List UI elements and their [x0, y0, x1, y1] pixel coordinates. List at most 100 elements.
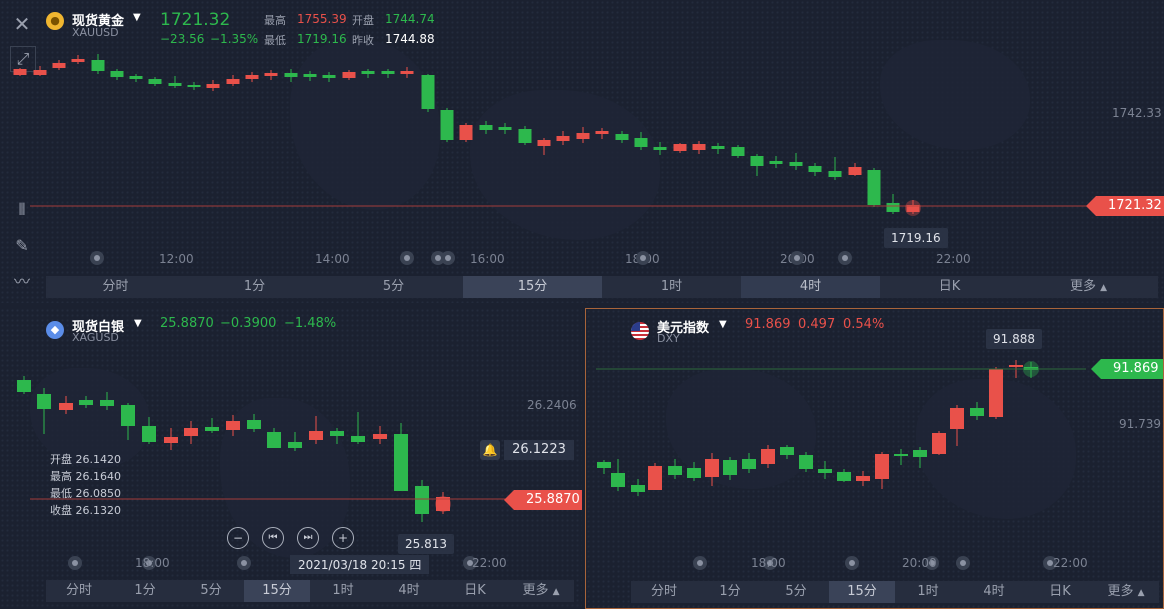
tab-timeframe-more[interactable]: 更多 ▲	[1093, 581, 1159, 603]
candle-body	[970, 408, 984, 416]
tab-timeframe-selected[interactable]: 15分	[829, 581, 895, 603]
candle-body	[742, 459, 756, 469]
dxy-candles[interactable]	[586, 309, 1163, 608]
tab-timeframe-selected[interactable]: 15分	[463, 276, 602, 298]
tab-timeframe[interactable]: 分时	[650, 584, 677, 599]
tab-timeframe[interactable]: 分时	[102, 279, 129, 294]
candle-body	[556, 136, 570, 141]
silver-candles[interactable]	[0, 308, 582, 609]
gold-high-label: 最高	[264, 14, 286, 27]
candle-body	[705, 459, 719, 477]
news-event-marker[interactable]	[463, 556, 477, 570]
news-event-marker[interactable]	[441, 251, 455, 265]
candle-body	[394, 434, 408, 491]
indicator-icon[interactable]: 〰	[13, 272, 30, 291]
candle-body	[129, 76, 143, 79]
zoom-in-icon[interactable]: +	[332, 527, 354, 549]
more-label: 更多	[1069, 279, 1096, 294]
silver-price: 25.8870	[160, 316, 214, 331]
dxy-time-tick: 18:00	[751, 556, 786, 570]
dxy-chart-panel: 美元指数 ▼ DXY 91.869 0.497 0.54% 91.888 91.…	[585, 308, 1164, 609]
news-event-marker[interactable]	[956, 556, 970, 570]
candle-body	[187, 85, 201, 87]
candle-body	[875, 454, 889, 479]
news-event-marker[interactable]	[68, 556, 82, 570]
news-event-marker[interactable]	[142, 556, 156, 570]
candle-body	[206, 84, 220, 88]
chevron-down-icon[interactable]: ▼	[133, 12, 141, 23]
silver-symbol-name[interactable]: 现货白银	[72, 320, 125, 335]
ohlc-value: 26.1640	[75, 470, 122, 483]
news-event-marker[interactable]	[763, 556, 777, 570]
candle-body	[309, 431, 323, 440]
pencil-draw-icon[interactable]: ✎	[15, 236, 29, 255]
tab-timeframe[interactable]: 日K	[938, 279, 961, 294]
candle-body	[856, 476, 870, 481]
tab-timeframe[interactable]: 4时	[398, 583, 420, 598]
step-forward-icon[interactable]: ⏭	[297, 527, 319, 549]
caret-up-icon: ▲	[1100, 283, 1108, 293]
news-event-marker[interactable]	[400, 251, 414, 265]
candle-body	[79, 400, 93, 405]
news-event-marker[interactable]	[693, 556, 707, 570]
gold-open: 1744.74	[385, 12, 435, 26]
ohlc-label: 收盘	[50, 504, 72, 517]
tab-timeframe[interactable]: 1时	[917, 584, 939, 599]
gold-low-tooltip: 1719.16	[884, 228, 948, 248]
zoom-out-icon[interactable]: −	[227, 527, 249, 549]
candle-body	[322, 75, 336, 78]
candle-body	[906, 205, 920, 212]
silver-alert-price[interactable]: 26.1223	[504, 440, 574, 460]
candlestick-type-icon[interactable]: ⫴	[18, 200, 26, 219]
tab-timeframe[interactable]: 5分	[382, 279, 405, 294]
news-event-marker[interactable]	[838, 251, 852, 265]
dxy-high-tooltip: 91.888	[986, 329, 1042, 349]
tab-timeframe[interactable]: 4时	[741, 276, 880, 298]
tab-timeframe-more[interactable]: 更多 ▲	[1019, 276, 1158, 298]
gold-time-tick: 12:00	[159, 252, 194, 266]
news-event-marker[interactable]	[1043, 556, 1057, 570]
chevron-down-icon[interactable]: ▼	[134, 318, 142, 329]
tab-timeframe[interactable]: 分时	[65, 583, 92, 598]
candle-body	[894, 454, 908, 456]
dxy-symbol-name[interactable]: 美元指数	[657, 321, 710, 336]
candle-body	[288, 442, 302, 448]
candle-body	[91, 60, 105, 71]
chevron-down-icon[interactable]: ▼	[719, 319, 727, 330]
gold-symbol-name[interactable]: 现货黄金	[72, 14, 125, 29]
tab-timeframe[interactable]: 4时	[983, 584, 1005, 599]
candle-body	[245, 75, 259, 79]
tab-timeframe[interactable]: 1分	[134, 583, 156, 598]
gold-open-label: 开盘	[352, 14, 374, 27]
ohlc-label: 开盘	[50, 453, 72, 466]
gold-time-tick: 16:00	[470, 252, 505, 266]
gold-change-pct: −1.35%	[210, 32, 259, 46]
tab-timeframe[interactable]: 1分	[243, 279, 266, 294]
tab-timeframe[interactable]: 1分	[719, 584, 741, 599]
step-back-icon[interactable]: ⏮	[262, 527, 284, 549]
map-continent	[290, 40, 440, 210]
news-event-marker[interactable]	[90, 251, 104, 265]
candle-body	[226, 421, 240, 430]
news-event-marker[interactable]	[636, 251, 650, 265]
news-event-marker[interactable]	[237, 556, 251, 570]
tab-timeframe[interactable]: 1时	[332, 583, 354, 598]
gold-candles[interactable]	[0, 0, 1164, 303]
news-event-marker[interactable]	[845, 556, 859, 570]
tab-timeframe[interactable]: 5分	[200, 583, 222, 598]
tab-timeframe-selected[interactable]: 15分	[244, 580, 310, 602]
bell-alert-icon[interactable]: 🔔	[480, 440, 500, 460]
tab-timeframe-more[interactable]: 更多 ▲	[508, 580, 574, 602]
dxy-change-pct: 0.54%	[843, 317, 885, 332]
silver-last-price-tag: 25.8870	[504, 490, 582, 510]
map-continent	[470, 90, 660, 240]
tab-timeframe[interactable]: 日K	[1049, 584, 1071, 599]
news-event-marker[interactable]	[925, 556, 939, 570]
gold-prev-close: 1744.88	[385, 32, 435, 46]
tab-timeframe[interactable]: 1时	[660, 279, 683, 294]
tab-timeframe[interactable]: 5分	[785, 584, 807, 599]
tab-timeframe[interactable]: 日K	[464, 583, 486, 598]
news-event-marker[interactable]	[790, 251, 804, 265]
close-icon[interactable]: ✕	[13, 12, 31, 36]
silver-symbol-code: XAGUSD	[72, 331, 119, 344]
